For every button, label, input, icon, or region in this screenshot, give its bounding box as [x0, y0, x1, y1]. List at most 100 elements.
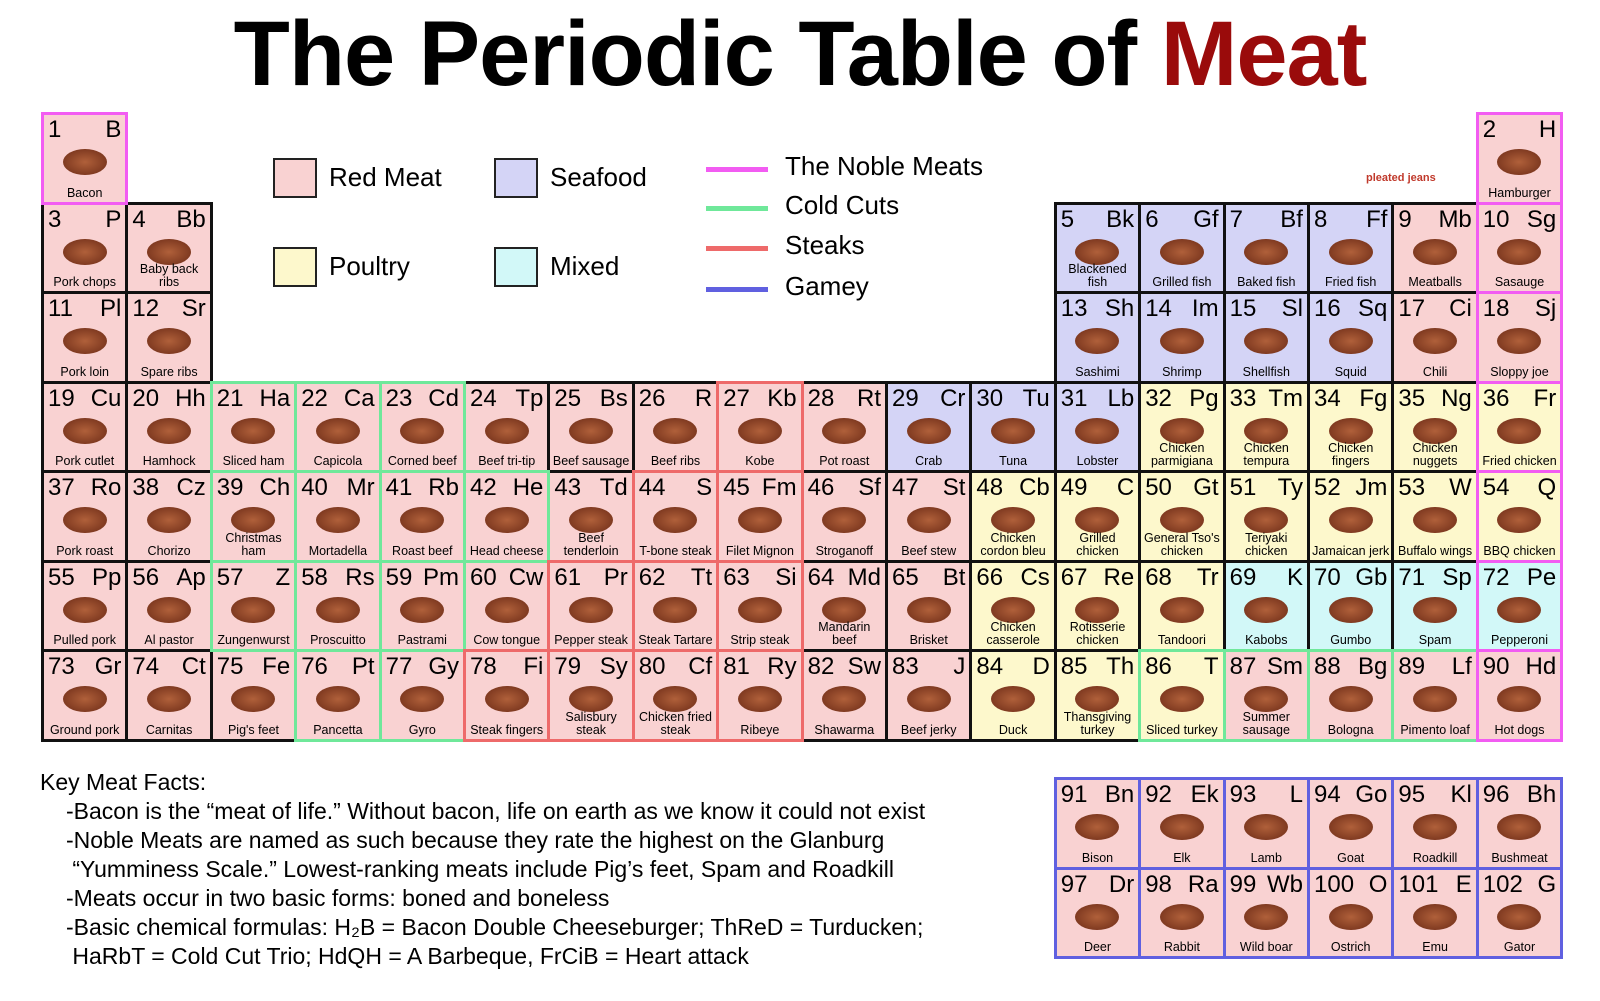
element-image [147, 328, 192, 354]
element-image [991, 507, 1036, 533]
element-cell: 11 Pl Pork loin [41, 291, 129, 384]
element-name: Sashimi [1075, 364, 1120, 379]
element-symbol: Pr [603, 563, 628, 591]
element-symbol: Fg [1359, 384, 1388, 412]
element-name: Mandarin beef [818, 620, 871, 647]
element-cell: 62 Tt Steak Tartare [631, 559, 720, 652]
element-number: 70 [1314, 563, 1341, 591]
element-name: Shellfish [1242, 364, 1290, 379]
element-cell: 24 Tp Beef tri-tip [463, 380, 551, 473]
element-cell: 82 Sw Shawarma [800, 649, 888, 742]
element-name: Head cheese [469, 543, 544, 558]
element-name: Bologna [1327, 722, 1374, 737]
element-image [569, 686, 614, 712]
element-cell: 76 Pt Pancetta [294, 649, 382, 742]
element-name: Spare ribs [140, 364, 198, 379]
element-image [62, 149, 107, 175]
element-number: 32 [1145, 384, 1172, 412]
element-number: 22 [301, 384, 328, 412]
element-image [1328, 814, 1373, 840]
element-image [484, 417, 529, 444]
legend-label: Seafood [550, 162, 647, 192]
element-name: Shrimp [1162, 364, 1202, 379]
element-number: 45 [723, 474, 750, 501]
element-cell: 61 Pr Pepper steak [547, 559, 635, 652]
element-number: 3 [48, 205, 62, 233]
element-image [569, 507, 614, 533]
element-number: 82 [807, 653, 835, 680]
element-cell: 37 Ro Pork roast [41, 470, 129, 563]
element-number: 77 [385, 653, 413, 680]
element-symbol: Pl [100, 295, 122, 322]
element-symbol: Ra [1187, 870, 1219, 898]
element-number: 71 [1398, 563, 1426, 591]
element-symbol: T [1203, 653, 1219, 680]
element-image [1328, 596, 1373, 623]
element-cell: 22 Ca Capicola [294, 380, 382, 473]
element-image [1075, 417, 1120, 444]
element-name: Baked fish [1237, 275, 1296, 289]
element-image [653, 417, 698, 444]
element-image [1244, 507, 1289, 533]
element-symbol: Sh [1104, 295, 1135, 322]
element-number: 1 [48, 116, 62, 143]
element-cell: 46 Sf Stroganoff [800, 470, 888, 563]
element-name: Bushmeat [1491, 850, 1548, 865]
element-cell: 77 Gy Gyro [378, 649, 466, 742]
legend-line [706, 287, 768, 292]
element-cell: 8 Ff Fried fish [1307, 201, 1395, 294]
element-name: Beef jerky [900, 722, 957, 737]
element-number: 96 [1482, 781, 1510, 808]
element-symbol: Sq [1358, 295, 1388, 322]
element-image [400, 417, 445, 444]
element-cell: 35 Ng Chicken nuggets [1391, 380, 1479, 473]
element-name: Blackened fish [1068, 262, 1127, 289]
title-text: The Periodic Table of [233, 3, 1161, 105]
element-name: Brisket [909, 633, 948, 647]
element-symbol: Z [275, 563, 291, 591]
element-number: 33 [1229, 384, 1257, 412]
element-name: Pork roast [56, 543, 114, 558]
element-symbol: Sr [181, 295, 206, 322]
element-number: 40 [301, 474, 328, 501]
element-name: Chicken nuggets [1412, 441, 1458, 468]
element-image [1497, 149, 1542, 175]
element-image [737, 686, 782, 712]
element-cell: 102 G Gator [1475, 866, 1564, 959]
element-symbol: Pg [1189, 384, 1219, 412]
element-cell: 97 Dr Deer [1053, 866, 1142, 959]
element-symbol: Cb [1019, 474, 1050, 501]
element-number: 85 [1060, 653, 1088, 680]
element-cell: 98 Ra Rabbit [1138, 866, 1226, 959]
element-image [991, 417, 1036, 444]
element-symbol: Ap [176, 563, 206, 591]
element-symbol: Ff [1366, 205, 1388, 233]
element-cell: 10 Sg Sasauge [1475, 201, 1564, 294]
element-number: 66 [976, 563, 1004, 591]
element-image [1328, 328, 1373, 354]
element-name: Gyro [408, 722, 436, 737]
element-name: Capicola [313, 454, 363, 468]
element-name: Roast beef [392, 543, 453, 558]
element-number: 56 [132, 563, 160, 591]
element-number: 62 [638, 563, 666, 591]
element-name: Filet Mignon [725, 543, 794, 558]
element-image [991, 596, 1036, 623]
element-image [400, 507, 445, 533]
element-cell: 75 Fe Pig's feet [209, 649, 298, 742]
element-cell: 41 Rb Roast beef [378, 470, 466, 563]
legend-line [706, 246, 768, 251]
element-name: Bacon [66, 185, 103, 200]
element-number: 8 [1314, 205, 1328, 233]
element-cell: 86 T Sliced turkey [1138, 649, 1226, 742]
element-name: Chicken fried steak [639, 709, 712, 737]
element-cell: 36 Fr Fried chicken [1475, 380, 1564, 473]
element-symbol: Jm [1355, 474, 1388, 501]
element-number: 54 [1482, 474, 1510, 501]
element-number: 92 [1145, 781, 1172, 808]
legend-swatch [273, 158, 317, 198]
element-cell: 58 Rs Proscuitto [294, 559, 382, 652]
element-image [231, 507, 276, 533]
element-symbol: Bh [1526, 781, 1557, 808]
element-cell: 54 Q BBQ chicken [1475, 470, 1564, 563]
